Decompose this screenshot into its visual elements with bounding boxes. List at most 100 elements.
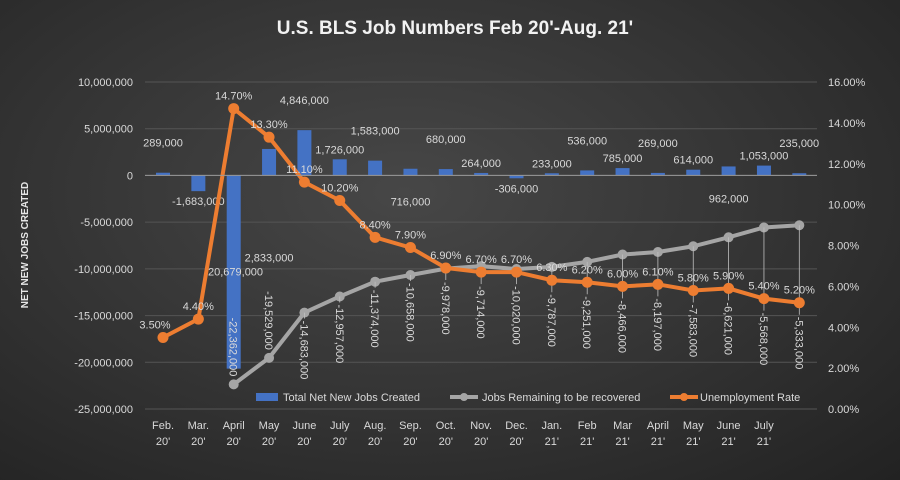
bar <box>297 130 312 176</box>
bar <box>226 175 241 369</box>
bar <box>721 166 736 176</box>
unemployment-label: 7.90% <box>395 230 426 242</box>
x-tick-label: 20' <box>333 436 347 448</box>
bar-data-label: 614,000 <box>673 155 713 167</box>
gridlines <box>145 81 817 410</box>
y-tick-label: -5,000,000 <box>80 217 133 229</box>
unemployment-label: 13.30% <box>250 119 288 131</box>
x-tick-label: 20' <box>156 436 170 448</box>
unemployment-point <box>617 280 629 292</box>
bar <box>191 175 206 192</box>
x-tick-label: May <box>683 420 704 432</box>
y-tick-label: 5,000,000 <box>84 124 133 136</box>
bar-data-label: 4,846,000 <box>280 95 329 107</box>
unemployment-label: 5.90% <box>713 270 744 282</box>
bar <box>615 168 630 176</box>
unemployment-label: 6.20% <box>572 264 603 276</box>
bar-data-label: 1,053,000 <box>739 151 788 163</box>
unemployment-label: 6.00% <box>607 268 638 280</box>
bar-data-label: 962,000 <box>709 193 749 205</box>
unemployment-label: 5.40% <box>748 281 779 293</box>
x-tick-label: Aug. <box>364 420 387 432</box>
jobs-remaining-point <box>264 352 275 363</box>
bar-data-label: 264,000 <box>461 158 501 170</box>
bar <box>544 173 559 176</box>
x-tick-label: July <box>754 420 774 432</box>
bar-data-label: 1,583,000 <box>351 126 400 138</box>
unemployment-label: 8.40% <box>359 219 390 231</box>
bar-data-label: -20,679,000 <box>204 266 263 278</box>
unemployment-point <box>440 262 452 274</box>
jobs-remaining-label: -9,714,000 <box>474 286 486 339</box>
x-tick-label: 21' <box>651 436 665 448</box>
bar-data-label: 716,000 <box>391 196 431 208</box>
unemployment-point <box>687 284 699 296</box>
unemployment-point <box>334 195 346 207</box>
y2-tick-label: 2.00% <box>828 363 859 375</box>
unemployment-point <box>298 176 310 188</box>
x-tick-label: 20' <box>368 436 382 448</box>
x-tick-label: 20' <box>474 436 488 448</box>
x-tick-label: 20' <box>262 436 276 448</box>
bar-data-label: 785,000 <box>603 153 643 165</box>
unemployment-label: 6.30% <box>536 262 567 274</box>
y-tick-label: -25,000,000 <box>74 404 133 416</box>
x-tick-label: Oct. <box>436 420 456 432</box>
bar <box>792 173 807 176</box>
legend-bar-swatch <box>256 393 278 401</box>
jobs-remaining-label: -9,978,000 <box>439 282 451 335</box>
jobs-remaining-label: -8,466,000 <box>616 300 628 353</box>
x-tick-label: Sep. <box>399 420 422 432</box>
unemployment-series: 3.50%4.40%14.70%13.30%11.10%10.20%8.40%7… <box>139 91 815 343</box>
unemployment-point <box>511 266 522 278</box>
bar <box>580 170 595 176</box>
bar-data-label: 1,726,000 <box>315 144 364 156</box>
x-tick-label: 21' <box>721 436 735 448</box>
y2-tick-label: 8.00% <box>828 241 859 253</box>
legend-orange-marker <box>680 393 688 401</box>
jobs-remaining-label: -9,787,000 <box>545 294 557 347</box>
bar <box>756 165 771 176</box>
x-tick-label: Mar <box>613 420 632 432</box>
x-tick-label: Jan. <box>541 420 562 432</box>
x-tick-label: 20' <box>439 436 453 448</box>
x-tick-label: 21' <box>615 436 629 448</box>
x-tick-label: Mar. <box>188 420 209 432</box>
unemployment-point <box>793 297 805 309</box>
unemployment-label: 6.10% <box>642 266 673 278</box>
x-tick-label: April <box>223 420 245 432</box>
jobs-remaining-series: -22,362,000 -19,529,000 -14,683,000 -12,957… <box>227 220 805 390</box>
unemployment-label: 5.80% <box>678 272 709 284</box>
bar-data-label: 269,000 <box>638 138 678 150</box>
x-tick-label: 21' <box>686 436 700 448</box>
legend: Total Net New Jobs Created Jobs Remaining… <box>256 392 800 404</box>
x-tick-label: June <box>717 420 741 432</box>
x-tick-label: Feb <box>578 420 597 432</box>
y-tick-label: 0 <box>127 170 133 182</box>
legend-label: Total Net New Jobs Created <box>283 392 420 404</box>
jobs-remaining-label: -10,020,000 <box>510 286 522 345</box>
unemployment-label: 6.70% <box>501 254 532 266</box>
unemployment-label: 14.70% <box>215 91 253 103</box>
y-tick-label: -20,000,000 <box>74 357 133 369</box>
unemployment-point <box>404 242 416 254</box>
jobs-remaining-label: -8,197,000 <box>651 298 663 351</box>
jobs-remaining-label: -5,568,000 <box>757 313 769 366</box>
x-tick-label: 20' <box>297 436 311 448</box>
jobs-remaining-label: -12,957,000 <box>333 304 345 363</box>
unemployment-point <box>228 103 240 115</box>
bar <box>686 169 701 176</box>
unemployment-label: 11.10% <box>286 164 323 176</box>
unemployment-point <box>263 131 275 143</box>
unemployment-point <box>758 293 770 305</box>
x-tick-label: June <box>292 420 316 432</box>
unemployment-label: 5.20% <box>784 285 815 297</box>
legend-label: Unemployment Rate <box>700 392 800 404</box>
bar-series: 289,000 -1,683,000 -20,679,000 2,833,000 4,8… <box>143 95 819 369</box>
x-tick-label: 20' <box>509 436 523 448</box>
y2-tick-label: 0.00% <box>828 404 859 416</box>
jobs-remaining-point <box>652 247 663 258</box>
unemployment-point <box>652 278 664 290</box>
unemployment-point <box>546 274 558 286</box>
unemployment-label: 6.90% <box>430 250 461 262</box>
